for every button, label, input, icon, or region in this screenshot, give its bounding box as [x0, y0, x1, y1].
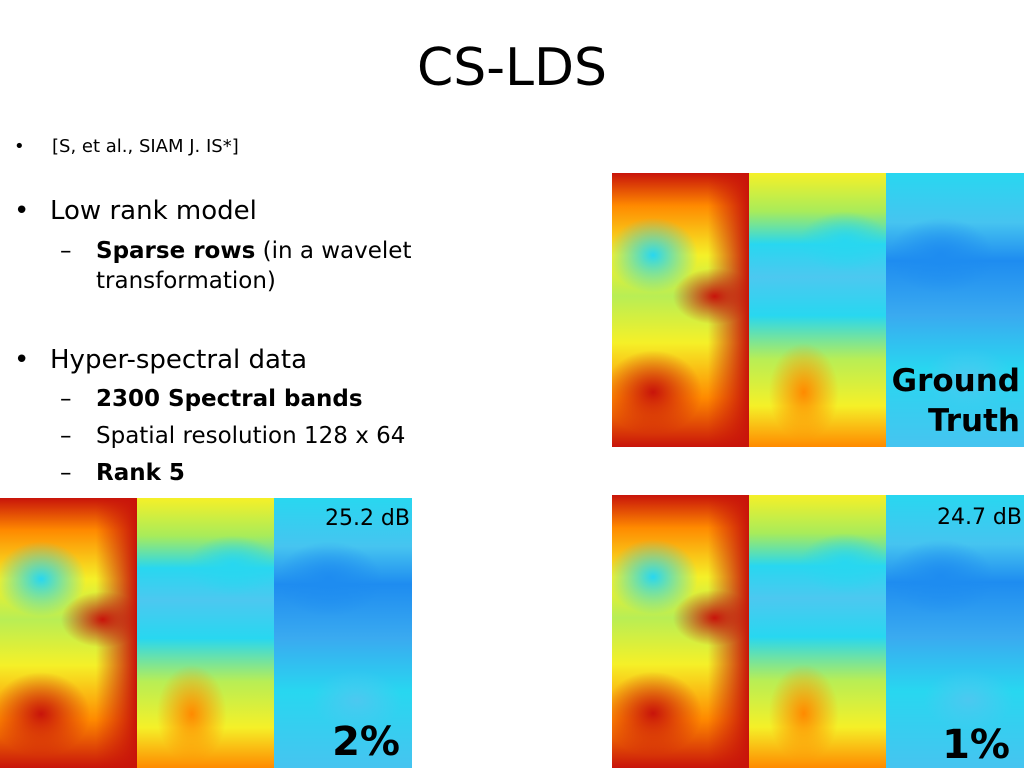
slide-title: CS-LDS: [416, 38, 608, 98]
two-percent-panel: 25.2 dB 2%: [0, 498, 412, 768]
ground-truth-label: Ground Truth: [891, 363, 1020, 439]
snr-label: 24.7 dB: [936, 505, 1022, 530]
one-percent-panel: 24.7 dB 1%: [612, 495, 1024, 768]
band-image-3: [274, 498, 412, 768]
dash-mark: –: [60, 386, 72, 412]
band-image-1: [612, 173, 749, 447]
bullet-dot: •: [14, 196, 30, 226]
bullet-dot: •: [14, 136, 25, 157]
sub-bullet-bold: 2300 Spectral bands: [96, 386, 363, 412]
dash-mark: –: [60, 423, 72, 449]
sampling-percent-label: 2%: [332, 719, 400, 765]
dash-mark: –: [60, 238, 72, 264]
bullet-text: Low rank model: [50, 196, 257, 226]
snr-label: 25.2 dB: [324, 506, 410, 531]
band-image-1: [612, 495, 749, 768]
band-image-3: [886, 173, 1024, 447]
sub-bullet-text-line2: transformation): [96, 268, 276, 294]
bullet-dot: •: [14, 345, 30, 375]
dash-mark: –: [60, 460, 72, 486]
sampling-percent-label: 1%: [942, 722, 1010, 768]
bullet-list: • [S, et al., SIAM J. IS*] • Low rank mo…: [0, 0, 600, 500]
bullet-text: Hyper-spectral data: [50, 345, 308, 375]
band-image-3: [886, 495, 1024, 768]
band-image-2: [749, 173, 886, 447]
band-image-2: [749, 495, 886, 768]
sub-bullet-text: Spatial resolution 128 x 64: [96, 423, 406, 449]
sub-bullet-bold: Rank 5: [96, 460, 185, 486]
ground-truth-panel: Ground Truth: [612, 173, 1024, 447]
sub-bullet-bold: Sparse rows: [96, 238, 256, 264]
band-image-2: [137, 498, 274, 768]
sub-bullet-text: (in a wavelet: [255, 238, 412, 264]
band-image-1: [0, 498, 137, 768]
citation-text: [S, et al., SIAM J. IS*]: [52, 136, 239, 157]
